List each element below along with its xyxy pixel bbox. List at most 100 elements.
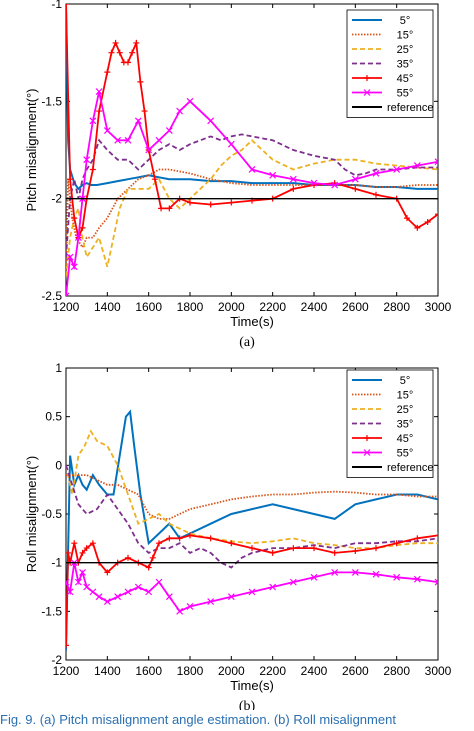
series-marker	[114, 593, 122, 601]
series-marker	[145, 146, 153, 154]
series-marker	[228, 199, 235, 206]
series-marker	[187, 199, 193, 206]
series-marker	[125, 59, 131, 66]
y-tick-label: -2	[51, 192, 62, 206]
y-tick-label: -1	[51, 0, 62, 11]
series-marker	[248, 166, 256, 173]
series-line-2	[66, 429, 438, 549]
x-tick-label: 1800	[177, 300, 204, 314]
series-marker	[311, 545, 317, 552]
series-marker	[352, 547, 359, 554]
series-marker	[95, 88, 103, 96]
x-tick-label: 1600	[135, 664, 162, 678]
legend-label: 15°	[397, 390, 414, 402]
series-marker	[165, 127, 173, 134]
series-marker	[104, 569, 111, 576]
series-marker	[289, 578, 297, 586]
series-marker	[414, 224, 421, 231]
series-marker	[393, 166, 401, 173]
series-marker	[89, 540, 96, 547]
y-tick-label: 0.5	[45, 410, 62, 424]
series-line-1	[66, 474, 438, 520]
series-marker	[248, 588, 256, 596]
series-marker	[83, 156, 91, 164]
series-marker	[79, 224, 86, 231]
series-marker	[289, 175, 297, 183]
x-tick-label: 2400	[301, 664, 328, 678]
series-marker	[125, 554, 131, 561]
series-marker	[290, 545, 297, 552]
roll-chart: 1200 1400 1600 1800 2000 2200 2400 2600 2800 3000…	[24, 361, 452, 710]
series-marker	[413, 162, 421, 169]
series-marker	[186, 97, 194, 105]
x-tick-label: 2200	[259, 664, 286, 678]
series-marker	[331, 549, 338, 556]
series-marker	[103, 127, 111, 134]
series-marker	[331, 181, 339, 189]
series-marker	[114, 136, 122, 144]
series-marker	[269, 171, 277, 179]
series-marker	[165, 593, 173, 601]
series-marker	[108, 49, 115, 56]
pitch-chart: 1200 1400 1600 1800 2000 2200 2400 2600 2800 3000…	[24, 0, 452, 350]
x-tick-label: 2000	[218, 300, 245, 314]
series-marker	[207, 201, 214, 208]
series-marker	[66, 253, 74, 261]
series-marker	[129, 49, 136, 56]
series-marker	[66, 292, 70, 296]
legend-label: 45°	[397, 73, 414, 85]
x-tick-label: 3000	[425, 300, 452, 314]
series-marker	[89, 117, 97, 125]
series-marker	[141, 108, 148, 115]
series-marker	[103, 598, 111, 606]
y-tick-label: 1	[55, 361, 62, 375]
series-marker	[116, 49, 123, 56]
series-marker	[70, 263, 78, 271]
x-tick-label: 2200	[259, 300, 286, 314]
series-group	[66, 409, 438, 651]
series-marker	[310, 179, 318, 187]
x-tick-label: 1200	[53, 664, 80, 678]
legend-label: 55°	[397, 88, 414, 100]
series-marker	[156, 540, 162, 547]
x-tick-label: 2600	[342, 664, 369, 678]
series-marker	[207, 535, 214, 542]
series-marker	[269, 549, 276, 556]
series-marker	[74, 578, 82, 586]
x-tick-label: 2000	[218, 664, 245, 678]
legend-label: 25°	[397, 404, 414, 416]
y-tick-label: -1	[51, 556, 62, 570]
series-marker	[351, 175, 359, 183]
y-axis-label: Roll misalignment(°)	[24, 456, 39, 572]
x-tick-label: 2600	[342, 300, 369, 314]
series-marker	[424, 219, 431, 226]
series-marker	[112, 39, 119, 46]
series-line-2	[66, 139, 438, 277]
series-marker	[249, 545, 255, 552]
series-marker	[393, 573, 401, 581]
series-marker	[207, 598, 215, 606]
series-marker	[124, 588, 132, 596]
legend-label: 5°	[400, 15, 411, 27]
series-marker	[404, 215, 410, 222]
series-marker	[79, 568, 86, 576]
series-marker	[67, 176, 74, 183]
series-marker	[372, 169, 380, 177]
x-axis-label: Time(s)	[230, 678, 274, 693]
series-marker	[79, 549, 86, 556]
y-tick-label: -2.5	[41, 289, 62, 303]
series-marker	[393, 540, 400, 547]
legend-marker	[364, 75, 370, 81]
x-tick-label: 1400	[94, 664, 121, 678]
series-marker	[158, 205, 165, 212]
figure-caption: Fig. 9. (a) Pitch misalignment angle est…	[0, 712, 396, 727]
series-marker	[413, 575, 421, 583]
x-tick-label: 1800	[177, 664, 204, 678]
series-marker	[207, 117, 215, 125]
x-tick-label: 2800	[383, 300, 410, 314]
series-marker	[434, 578, 438, 586]
y-tick-label: -1.5	[41, 94, 62, 108]
series-marker	[89, 166, 96, 173]
series-marker	[435, 532, 438, 539]
series-marker	[66, 588, 74, 596]
